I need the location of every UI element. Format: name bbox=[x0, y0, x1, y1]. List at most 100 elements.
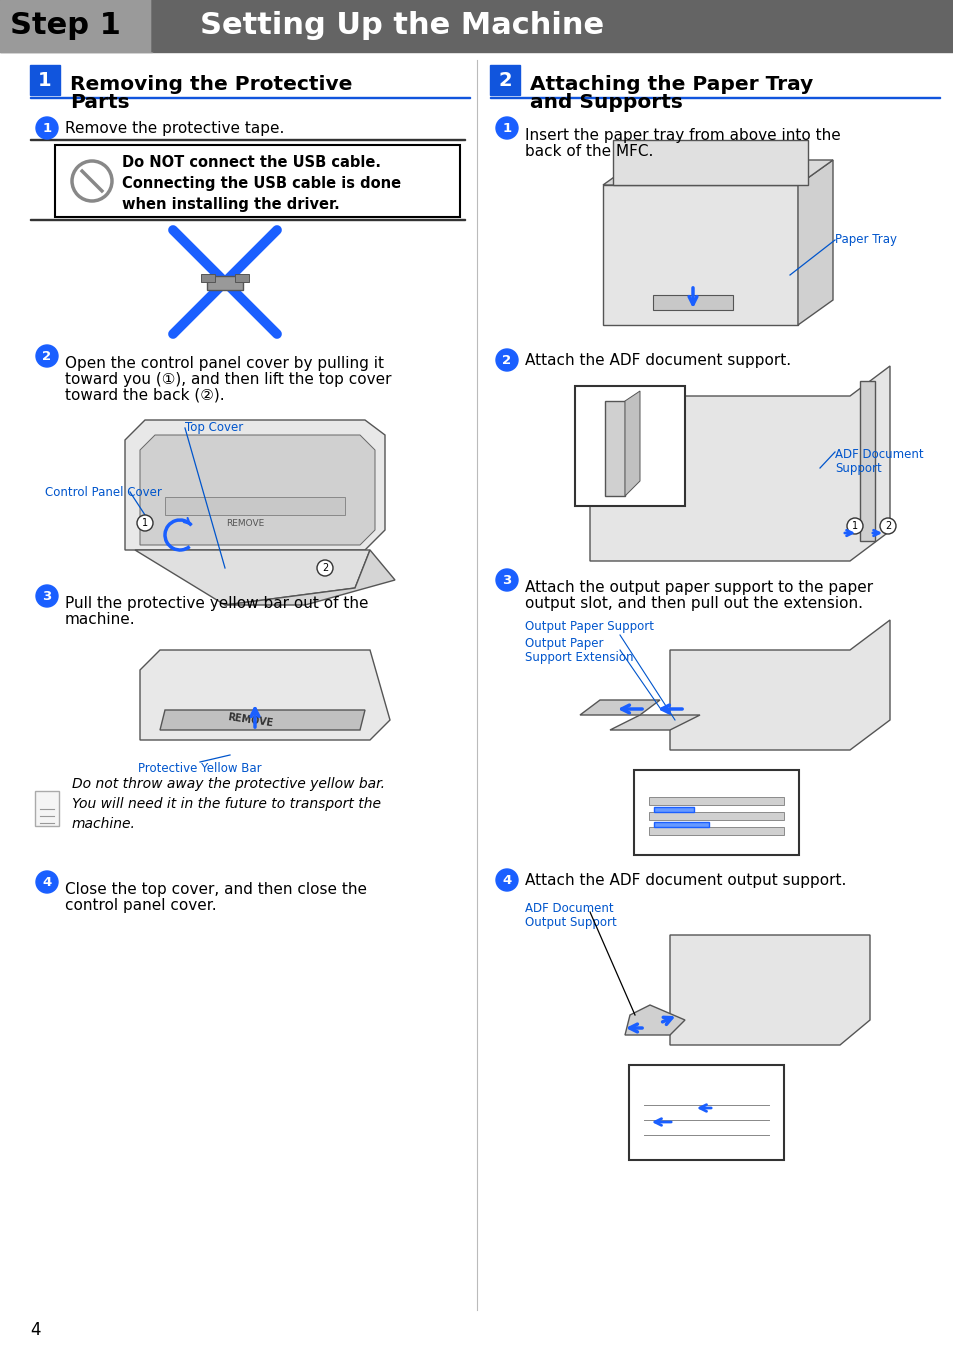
Bar bbox=[30, 65, 60, 95]
Circle shape bbox=[36, 871, 58, 893]
Bar bbox=[165, 497, 345, 515]
Text: Open the control panel cover by pulling it: Open the control panel cover by pulling … bbox=[65, 357, 384, 372]
Bar bbox=[490, 65, 519, 95]
Bar bbox=[207, 276, 243, 290]
Polygon shape bbox=[669, 620, 889, 750]
Circle shape bbox=[36, 345, 58, 367]
Polygon shape bbox=[225, 550, 395, 605]
Text: 4: 4 bbox=[42, 875, 51, 889]
Polygon shape bbox=[624, 390, 639, 496]
Text: Insert the paper tray from above into the: Insert the paper tray from above into th… bbox=[524, 128, 840, 143]
Text: back of the MFC.: back of the MFC. bbox=[524, 145, 653, 159]
Bar bbox=[30, 219, 464, 220]
Circle shape bbox=[36, 118, 58, 139]
Circle shape bbox=[36, 585, 58, 607]
Text: 1: 1 bbox=[42, 122, 51, 135]
Polygon shape bbox=[669, 935, 869, 1046]
Text: Control Panel Cover: Control Panel Cover bbox=[45, 485, 162, 499]
Bar bbox=[30, 96, 470, 99]
Bar bbox=[648, 827, 783, 835]
Circle shape bbox=[496, 349, 517, 372]
Polygon shape bbox=[589, 366, 889, 561]
Bar bbox=[648, 812, 783, 820]
Text: Attach the output paper support to the paper: Attach the output paper support to the p… bbox=[524, 580, 872, 594]
Circle shape bbox=[316, 561, 333, 576]
Text: Do not throw away the protective yellow bar.
You will need it in the future to t: Do not throw away the protective yellow … bbox=[71, 777, 385, 831]
Text: Step 1: Step 1 bbox=[10, 12, 121, 41]
Text: Removing the Protective: Removing the Protective bbox=[70, 76, 352, 95]
Text: 1: 1 bbox=[851, 521, 857, 531]
Text: REMOVE: REMOVE bbox=[227, 712, 274, 728]
Bar bbox=[654, 807, 693, 812]
Text: Support: Support bbox=[834, 462, 881, 476]
Bar bbox=[0, 0, 953, 51]
Bar bbox=[654, 821, 708, 827]
Text: 4: 4 bbox=[30, 1321, 40, 1339]
Polygon shape bbox=[140, 435, 375, 544]
Polygon shape bbox=[624, 1005, 684, 1035]
Circle shape bbox=[496, 118, 517, 139]
Bar bbox=[55, 145, 459, 218]
Text: Setting Up the Machine: Setting Up the Machine bbox=[200, 12, 603, 41]
Circle shape bbox=[71, 161, 112, 201]
Text: Attach the ADF document output support.: Attach the ADF document output support. bbox=[524, 873, 845, 888]
Text: Remove the protective tape.: Remove the protective tape. bbox=[65, 120, 284, 135]
Text: Attaching the Paper Tray: Attaching the Paper Tray bbox=[530, 76, 812, 95]
Bar bbox=[652, 295, 732, 309]
Polygon shape bbox=[140, 650, 390, 740]
Text: and Supports: and Supports bbox=[530, 93, 682, 112]
Polygon shape bbox=[604, 401, 624, 496]
Polygon shape bbox=[579, 700, 659, 715]
Text: ADF Document: ADF Document bbox=[834, 449, 923, 461]
Text: output slot, and then pull out the extension.: output slot, and then pull out the exten… bbox=[524, 596, 862, 611]
Polygon shape bbox=[160, 711, 365, 730]
Text: Parts: Parts bbox=[70, 93, 130, 112]
Text: machine.: machine. bbox=[65, 612, 135, 627]
Text: toward you (①), and then lift the top cover: toward you (①), and then lift the top co… bbox=[65, 372, 391, 386]
Text: 1: 1 bbox=[38, 70, 51, 89]
Text: 2: 2 bbox=[884, 521, 890, 531]
Text: Output Paper Support: Output Paper Support bbox=[524, 620, 654, 634]
Text: 2: 2 bbox=[502, 354, 511, 366]
Bar bbox=[35, 790, 59, 825]
Text: Attach the ADF document support.: Attach the ADF document support. bbox=[524, 353, 790, 367]
Text: 2: 2 bbox=[321, 563, 328, 573]
Text: Top Cover: Top Cover bbox=[185, 422, 243, 435]
Text: Pull the protective yellow bar out of the: Pull the protective yellow bar out of th… bbox=[65, 596, 368, 611]
Text: 4: 4 bbox=[502, 874, 511, 886]
Bar bbox=[201, 274, 214, 282]
Polygon shape bbox=[602, 159, 832, 185]
Text: Protective Yellow Bar: Protective Yellow Bar bbox=[138, 762, 261, 774]
Text: 2: 2 bbox=[42, 350, 51, 362]
Polygon shape bbox=[135, 550, 370, 605]
Polygon shape bbox=[859, 381, 874, 540]
Bar bbox=[490, 96, 939, 99]
Text: Do NOT connect the USB cable.
Connecting the USB cable is done
when installing t: Do NOT connect the USB cable. Connecting… bbox=[122, 155, 400, 212]
Text: Support Extension: Support Extension bbox=[524, 651, 633, 663]
Text: 1: 1 bbox=[502, 122, 511, 135]
Text: 2: 2 bbox=[497, 70, 511, 89]
Text: ADF Document: ADF Document bbox=[524, 902, 613, 915]
Circle shape bbox=[879, 517, 895, 534]
Bar bbox=[628, 1065, 783, 1161]
Text: Output Paper: Output Paper bbox=[524, 638, 603, 650]
Bar bbox=[634, 770, 799, 855]
Text: toward the back (②).: toward the back (②). bbox=[65, 388, 224, 403]
Text: control panel cover.: control panel cover. bbox=[65, 898, 216, 913]
Text: Paper Tray: Paper Tray bbox=[834, 234, 896, 246]
Polygon shape bbox=[602, 185, 797, 326]
Circle shape bbox=[137, 515, 152, 531]
Bar bbox=[575, 386, 684, 507]
Text: Output Support: Output Support bbox=[524, 916, 616, 929]
Text: 3: 3 bbox=[502, 574, 511, 586]
Text: 3: 3 bbox=[42, 589, 51, 603]
Circle shape bbox=[496, 869, 517, 892]
Bar bbox=[648, 797, 783, 805]
Bar bbox=[0, 0, 152, 51]
Circle shape bbox=[496, 569, 517, 590]
Polygon shape bbox=[613, 141, 807, 185]
Circle shape bbox=[846, 517, 862, 534]
Bar bbox=[234, 274, 249, 282]
Polygon shape bbox=[125, 420, 385, 550]
Text: Close the top cover, and then close the: Close the top cover, and then close the bbox=[65, 882, 367, 897]
